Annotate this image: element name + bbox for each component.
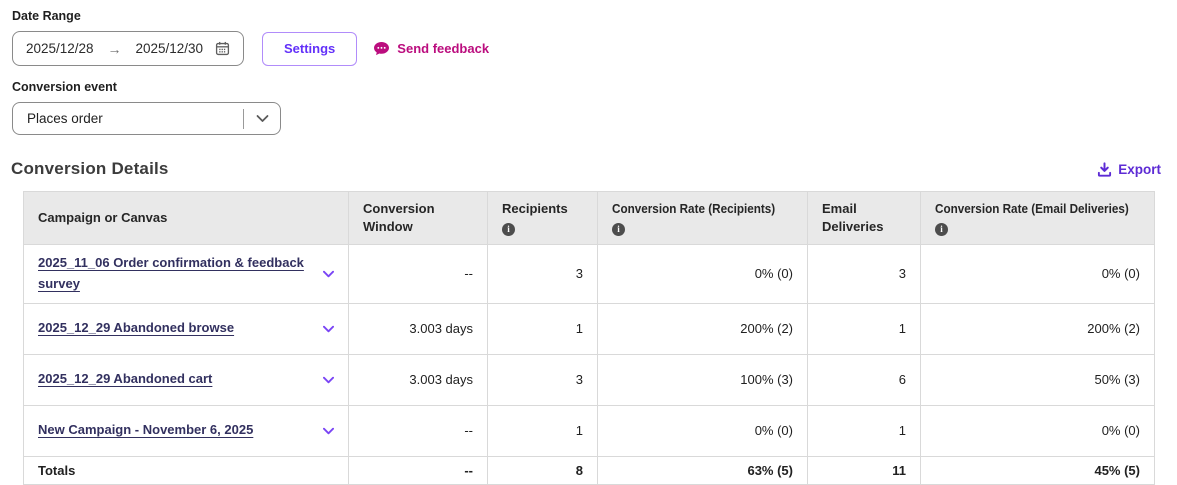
chevron-down-icon[interactable]: [323, 427, 334, 435]
dropdown-divider: [243, 108, 244, 129]
recipients-value: 3: [487, 353, 598, 406]
col-campaign-or-canvas: Campaign or Canvas: [23, 191, 349, 245]
date-start-value[interactable]: 2025/12/28: [26, 41, 94, 56]
email-deliveries-value: 1: [807, 302, 921, 355]
recipients-value: 1: [487, 302, 598, 355]
conversion-rate-email-deliveries-value: 200% (2): [920, 302, 1155, 355]
conversion-window-value: --: [348, 404, 488, 457]
export-button[interactable]: Export: [1097, 162, 1161, 177]
date-end-value[interactable]: 2025/12/30: [135, 41, 204, 56]
table-header-row: Campaign or Canvas Conversion Window Rec…: [23, 191, 1155, 245]
totals-label: Totals: [23, 455, 349, 485]
conversion-rate-recipients-value: 200% (2): [597, 302, 808, 355]
table-row: 2025_12_29 Abandoned cart 3.003 days 3 1…: [23, 353, 1155, 406]
conversion-rate-email-deliveries-value: 0% (0): [920, 404, 1155, 457]
email-deliveries-value: 3: [807, 244, 921, 304]
date-range-label: Date Range: [12, 9, 81, 23]
conversion-event-label: Conversion event: [12, 80, 117, 94]
conversion-window-value: 3.003 days: [348, 353, 488, 406]
campaign-link[interactable]: New Campaign - November 6, 2025: [38, 422, 254, 438]
settings-button[interactable]: Settings: [262, 31, 358, 66]
chevron-down-icon[interactable]: [244, 114, 280, 123]
totals-conversion-rate-email-deliveries: 45% (5): [920, 455, 1155, 485]
campaign-link[interactable]: 2025_12_29 Abandoned browse: [38, 320, 235, 336]
column-label: Recipients: [502, 201, 568, 217]
col-email-deliveries: Email Deliveries: [807, 191, 921, 245]
date-range-picker[interactable]: 2025/12/28 → 2025/12/30: [12, 31, 244, 66]
page-title: Conversion Details: [11, 159, 169, 178]
recipients-value: 1: [487, 404, 598, 457]
table-row: 2025_12_29 Abandoned browse 3.003 days 1…: [23, 302, 1155, 355]
totals-conversion-rate-recipients: 63% (5): [597, 455, 808, 485]
conversion-event-dropdown[interactable]: Places order: [12, 102, 281, 135]
conversion-rate-recipients-value: 0% (0): [597, 244, 808, 304]
conversion-window-value: --: [348, 244, 488, 304]
campaign-link[interactable]: 2025_12_29 Abandoned cart: [38, 371, 213, 387]
totals-conversion-window: --: [348, 455, 488, 485]
controls-row: 2025/12/28 → 2025/12/30 Settings: [12, 31, 1177, 66]
conversion-rate-email-deliveries-value: 50% (3): [920, 353, 1155, 406]
conversion-window-value: 3.003 days: [348, 302, 488, 355]
column-label: Campaign or Canvas: [38, 210, 168, 226]
table-row: 2025_11_06 Order confirmation & feedback…: [23, 244, 1155, 304]
filters-section: Date Range 2025/12/28 → 2025/12/30 Setti…: [0, 0, 1177, 135]
conversion-rate-recipients-value: 100% (3): [597, 353, 808, 406]
table-row: New Campaign - November 6, 2025 -- 1 0% …: [23, 404, 1155, 457]
col-conversion-rate-recipients: Conversion Rate (Recipients) i: [597, 191, 808, 245]
calendar-icon: [215, 41, 230, 56]
column-label: Conversion Rate (Email Deliveries): [935, 201, 1129, 217]
info-icon[interactable]: i: [502, 222, 515, 236]
arrow-right-icon: →: [107, 40, 122, 57]
totals-recipients: 8: [487, 455, 598, 485]
email-deliveries-value: 1: [807, 404, 921, 457]
details-header: Conversion Details Export: [11, 159, 1161, 179]
info-icon[interactable]: i: [612, 222, 625, 236]
chevron-down-icon[interactable]: [323, 325, 334, 333]
column-label: Email Deliveries: [822, 201, 884, 234]
column-label: Conversion Window: [363, 201, 435, 234]
col-conversion-window: Conversion Window: [348, 191, 488, 245]
chevron-down-icon[interactable]: [323, 270, 334, 278]
send-feedback-label: Send feedback: [397, 41, 490, 56]
chevron-down-icon[interactable]: [323, 376, 334, 384]
col-recipients: Recipients i: [487, 191, 598, 245]
send-feedback-link[interactable]: Send feedback: [373, 41, 489, 56]
conversion-rate-email-deliveries-value: 0% (0): [920, 244, 1155, 304]
campaign-link[interactable]: 2025_11_06 Order confirmation & feedback…: [38, 255, 304, 291]
info-icon[interactable]: i: [935, 222, 948, 236]
conversion-event-value: Places order: [27, 111, 103, 126]
totals-email-deliveries: 11: [807, 455, 921, 485]
recipients-value: 3: [487, 244, 598, 304]
column-label: Conversion Rate (Recipients): [612, 201, 776, 217]
conversion-rate-recipients-value: 0% (0): [597, 404, 808, 457]
conversion-details-table: Campaign or Canvas Conversion Window Rec…: [23, 191, 1155, 485]
email-deliveries-value: 6: [807, 353, 921, 406]
chat-bubble-icon: [373, 41, 390, 56]
export-label: Export: [1118, 161, 1161, 177]
totals-row: Totals -- 8 63% (5) 11 45% (5): [23, 455, 1155, 485]
col-conversion-rate-email-deliveries: Conversion Rate (Email Deliveries) i: [920, 191, 1155, 245]
download-icon: [1097, 161, 1112, 177]
